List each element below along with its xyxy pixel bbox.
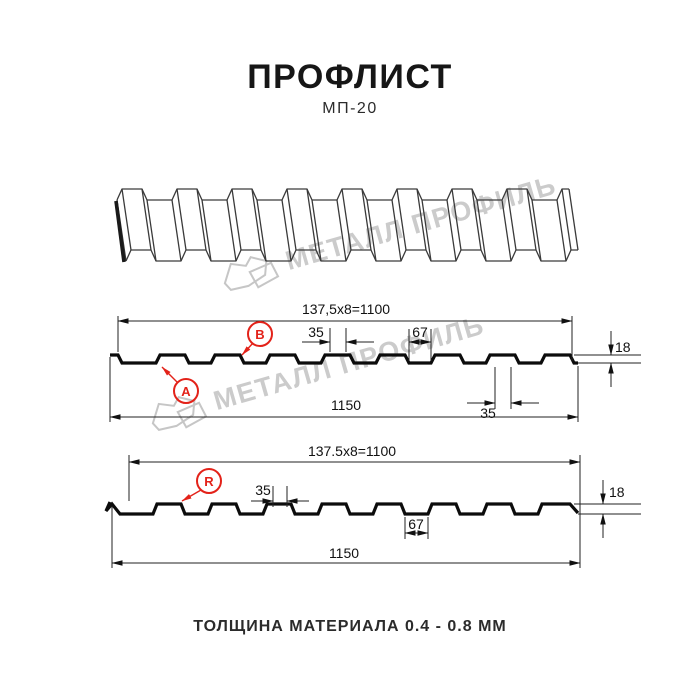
side-r-callout: R: [181, 468, 222, 502]
dim-crest-bottom-width: 35: [480, 405, 496, 421]
dim-crest-width-bottom: 35: [255, 482, 271, 498]
side-b-callout: B: [241, 321, 273, 356]
profile-ab-outline: [110, 353, 578, 365]
profile-r-outline: [104, 501, 580, 516]
sheet-3d-view: [114, 188, 579, 263]
material-thickness-note: ТОЛЩИНА МАТЕРИАЛА 0.4 - 0.8 ММ: [193, 618, 507, 635]
dim-valley-width-top: 67: [412, 324, 428, 340]
dim-valley-width-bottom: 67: [408, 516, 424, 532]
dim-height-top: 18: [615, 339, 631, 355]
dim-total-width-bottom: 1150: [329, 545, 359, 561]
side-r-label: R: [204, 474, 214, 489]
dim-module-bottom: 137.5x8=1100: [308, 443, 396, 459]
side-a-callout: A: [161, 366, 199, 404]
dim-crest-width-top: 35: [308, 324, 324, 340]
side-a-label: A: [181, 384, 191, 399]
page-title: ПРОФЛИСТ: [247, 58, 453, 96]
dim-height-bottom: 18: [609, 484, 625, 500]
profile-view-ab: 137,5x8=1100 1150 35 67 18 35 A B: [109, 301, 641, 422]
product-code: МП-20: [322, 100, 378, 117]
dim-total-width-top: 1150: [331, 397, 361, 413]
dim-module-top: 137,5x8=1100: [302, 301, 390, 317]
profile-view-r: 137.5x8=1100 1150 35 67 18 R: [104, 443, 641, 568]
side-b-label: B: [255, 327, 264, 342]
